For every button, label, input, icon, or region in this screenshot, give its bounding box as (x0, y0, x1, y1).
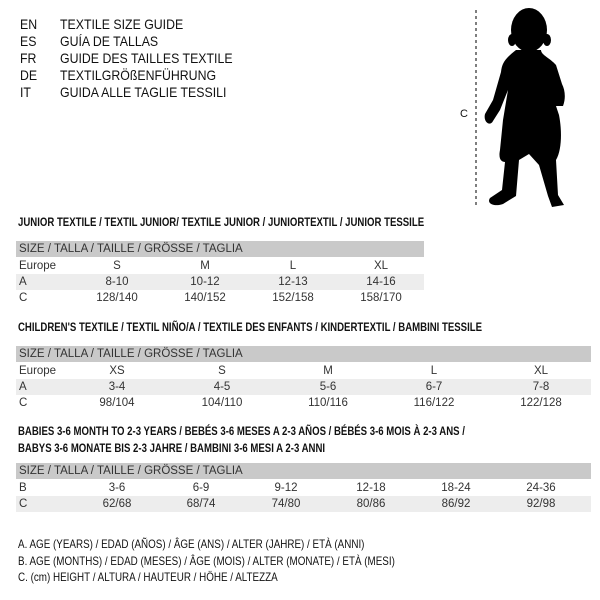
table-row: C 128/140 140/152 152/158 158/170 (16, 290, 424, 306)
table-cell: 74/80 (271, 498, 301, 510)
table-cell: XL (373, 260, 389, 272)
table-cell: 8-10 (105, 276, 129, 288)
table-cell: 24-36 (526, 482, 556, 494)
table-cell: 128/140 (96, 292, 138, 304)
table-cell: M (323, 365, 333, 377)
table-cell: M (200, 260, 210, 272)
row-label: A (19, 276, 27, 288)
table-cell: 110/116 (308, 397, 348, 409)
language-title: TEXTILE SIZE GUIDE (60, 16, 184, 32)
table-row: Europe XS S M L XL (16, 363, 591, 379)
table-cell: 3-6 (108, 482, 126, 494)
row-label: C (19, 498, 28, 510)
babies-title-line2: BABYS 3-6 MONATE BIS 2-3 JAHRE / BAMBINI… (18, 441, 326, 455)
table-row: C 98/104 104/110 110/116 116/122 122/128 (16, 395, 591, 411)
table-cell: L (289, 260, 297, 272)
babies-title-line1: BABIES 3-6 MONTH TO 2-3 YEARS / BEBÉS 3-… (18, 424, 465, 438)
table-cell: 62/68 (102, 498, 132, 510)
language-code: DE (20, 67, 38, 83)
child-silhouette-icon (475, 8, 565, 207)
row-label: Europe (19, 260, 57, 272)
table-cell: 6-7 (425, 381, 443, 393)
table-cell: 98/104 (99, 397, 135, 409)
table-cell: 152/158 (272, 292, 314, 304)
table-cell: 3-4 (108, 381, 126, 393)
table-cell: 12-13 (278, 276, 308, 288)
size-header: SIZE / TALLA / TAILLE / GRÖSSE / TAGLIA (16, 241, 424, 257)
table-cell: 80/86 (356, 498, 386, 510)
table-cell: L (430, 365, 438, 377)
table-cell: 6-9 (192, 482, 210, 494)
height-label: C (460, 108, 468, 120)
table-row: Europe S M L XL (16, 258, 424, 274)
row-label: C (19, 397, 28, 409)
language-title: GUÍA DE TALLAS (60, 33, 159, 49)
children-title: CHILDREN'S TEXTILE / TEXTIL NIÑO/A / TEX… (18, 320, 483, 334)
table-cell: 86/92 (441, 498, 471, 510)
table-cell: 12-18 (356, 482, 386, 494)
table-cell: 104/110 (201, 397, 243, 409)
size-header: SIZE / TALLA / TAILLE / GRÖSSE / TAGLIA (16, 346, 591, 362)
table-cell: 14-16 (366, 276, 396, 288)
table-row: A 3-4 4-5 5-6 6-7 7-8 (16, 379, 591, 395)
table-cell: XL (533, 365, 549, 377)
row-label: C (19, 292, 28, 304)
table-cell: 122/128 (520, 397, 562, 409)
language-title: GUIDE DES TAILLES TEXTILE (60, 50, 233, 66)
table-cell: S (113, 260, 121, 272)
row-label: Europe (19, 365, 57, 377)
table-cell: 158/170 (360, 292, 402, 304)
language-code: ES (20, 33, 37, 49)
table-row: B 3-6 6-9 9-12 12-18 18-24 24-36 (16, 480, 591, 496)
table-cell: 92/98 (526, 498, 556, 510)
table-cell: 18-24 (441, 482, 471, 494)
language-code: FR (20, 50, 37, 66)
legend-b: B. AGE (MONTHS) / EDAD (MESES) / ÂGE (MO… (18, 554, 395, 568)
table-cell: 4-5 (213, 381, 231, 393)
legend-a: A. AGE (YEARS) / EDAD (AÑOS) / ÂGE (ANS)… (18, 537, 365, 551)
language-code: IT (20, 84, 31, 100)
size-header: SIZE / TALLA / TAILLE / GRÖSSE / TAGLIA (16, 463, 591, 479)
table-cell: 68/74 (186, 498, 216, 510)
table-cell: 10-12 (190, 276, 220, 288)
table-cell: 9-12 (274, 482, 298, 494)
language-title: TEXTILGRÖßENFÜHRUNG (60, 67, 217, 83)
table-cell: S (218, 365, 226, 377)
table-cell: 5-6 (319, 381, 337, 393)
language-code: EN (20, 16, 38, 32)
junior-title: JUNIOR TEXTILE / TEXTIL JUNIOR/ TEXTILE … (18, 215, 425, 229)
table-cell: 7-8 (532, 381, 550, 393)
table-row: C 62/68 68/74 74/80 80/86 86/92 92/98 (16, 496, 591, 512)
table-cell: 140/152 (184, 292, 226, 304)
table-row: A 8-10 10-12 12-13 14-16 (16, 274, 424, 290)
row-label: B (19, 482, 27, 494)
row-label: A (19, 381, 27, 393)
table-cell: XS (109, 365, 125, 377)
legend-c: C. (cm) HEIGHT / ALTURA / HAUTEUR / HÖHE… (18, 570, 278, 584)
table-cell: 116/122 (413, 397, 455, 409)
language-title: GUIDA ALLE TAGLIE TESSILI (60, 84, 227, 100)
